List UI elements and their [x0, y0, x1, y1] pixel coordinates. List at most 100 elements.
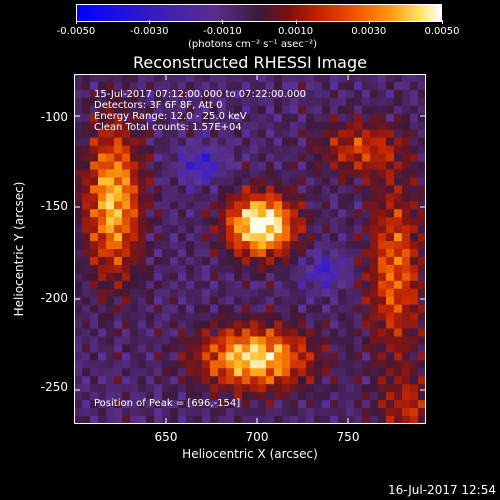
image-pixel	[122, 81, 131, 91]
image-pixel	[354, 193, 363, 202]
image-pixel	[82, 81, 91, 91]
image-pixel	[122, 336, 131, 346]
image-pixel	[138, 336, 147, 346]
image-pixel	[194, 288, 203, 298]
image-pixel	[306, 169, 315, 178]
image-pixel	[210, 74, 219, 83]
image-pixel	[338, 185, 347, 194]
image-pixel	[314, 392, 323, 401]
image-pixel	[386, 288, 395, 298]
image-pixel	[138, 344, 147, 353]
image-pixel	[146, 288, 155, 298]
image-pixel	[330, 392, 339, 401]
image-pixel	[146, 360, 155, 369]
image-pixel	[346, 408, 355, 417]
image-pixel	[250, 185, 259, 194]
image-pixel	[258, 185, 267, 194]
image-pixel	[354, 296, 363, 306]
image-pixel	[90, 360, 99, 369]
image-pixel	[154, 97, 163, 107]
image-pixel	[402, 137, 411, 147]
image-pixel	[418, 376, 426, 385]
image-pixel	[274, 272, 283, 282]
image-pixel	[298, 129, 307, 139]
image-pixel	[402, 312, 411, 322]
image-pixel	[402, 97, 411, 107]
image-pixel	[298, 360, 307, 369]
image-pixel	[306, 256, 315, 266]
image-pixel	[250, 280, 259, 290]
image-pixel	[346, 153, 355, 163]
image-pixel	[106, 328, 115, 338]
image-pixel	[106, 209, 115, 218]
image-pixel	[130, 105, 139, 115]
image-pixel	[330, 97, 339, 107]
image-pixel	[218, 408, 227, 417]
image-pixel	[170, 161, 179, 171]
image-pixel	[114, 264, 123, 274]
image-pixel	[322, 392, 331, 401]
image-pixel	[154, 296, 163, 306]
image-pixel	[98, 209, 107, 218]
image-pixel	[210, 352, 219, 361]
image-pixel	[378, 74, 387, 83]
image-pixel	[338, 153, 347, 163]
image-pixel	[218, 344, 227, 353]
image-pixel	[138, 89, 147, 99]
image-pixel	[218, 376, 227, 385]
image-pixel	[362, 241, 371, 250]
image-pixel	[266, 368, 275, 377]
image-pixel	[410, 217, 419, 226]
image-pixel	[402, 209, 411, 218]
image-pixel	[242, 233, 251, 242]
image-pixel	[114, 177, 123, 186]
image-pixel	[410, 400, 419, 409]
image-pixel	[186, 376, 195, 385]
image-pixel	[202, 241, 211, 250]
image-pixel	[82, 177, 91, 186]
image-pixel	[394, 153, 403, 163]
image-pixel	[354, 185, 363, 194]
image-pixel	[146, 400, 155, 409]
image-pixel	[74, 209, 83, 218]
image-pixel	[298, 193, 307, 202]
image-pixel	[386, 241, 395, 250]
image-pixel	[338, 161, 347, 171]
image-pixel	[370, 121, 379, 131]
image-pixel	[298, 264, 307, 274]
image-pixel	[226, 304, 235, 314]
image-pixel	[306, 352, 315, 361]
image-pixel	[362, 352, 371, 361]
image-pixel	[210, 113, 219, 123]
image-pixel	[98, 336, 107, 346]
image-pixel	[306, 296, 315, 306]
image-pixel	[210, 201, 219, 210]
image-pixel	[274, 81, 283, 91]
image-pixel	[274, 336, 283, 346]
image-pixel	[282, 368, 291, 377]
image-pixel	[154, 241, 163, 250]
image-pixel	[154, 392, 163, 401]
image-pixel	[130, 256, 139, 266]
image-pixel	[138, 296, 147, 306]
image-pixel	[122, 105, 131, 115]
image-pixel	[290, 352, 299, 361]
image-pixel	[418, 177, 426, 186]
image-pixel	[242, 408, 251, 417]
image-pixel	[274, 137, 283, 147]
image-pixel	[386, 225, 395, 234]
image-pixel	[266, 177, 275, 186]
image-pixel	[394, 169, 403, 178]
image-pixel	[90, 368, 99, 377]
image-pixel	[282, 392, 291, 401]
image-pixel	[186, 408, 195, 417]
image-pixel	[234, 376, 243, 385]
image-pixel	[370, 177, 379, 186]
image-pixel	[154, 105, 163, 115]
image-pixel	[114, 280, 123, 290]
image-pixel	[98, 408, 107, 417]
image-pixel	[178, 233, 187, 242]
image-pixel	[234, 169, 243, 178]
image-pixel	[282, 264, 291, 274]
image-pixel	[330, 121, 339, 131]
